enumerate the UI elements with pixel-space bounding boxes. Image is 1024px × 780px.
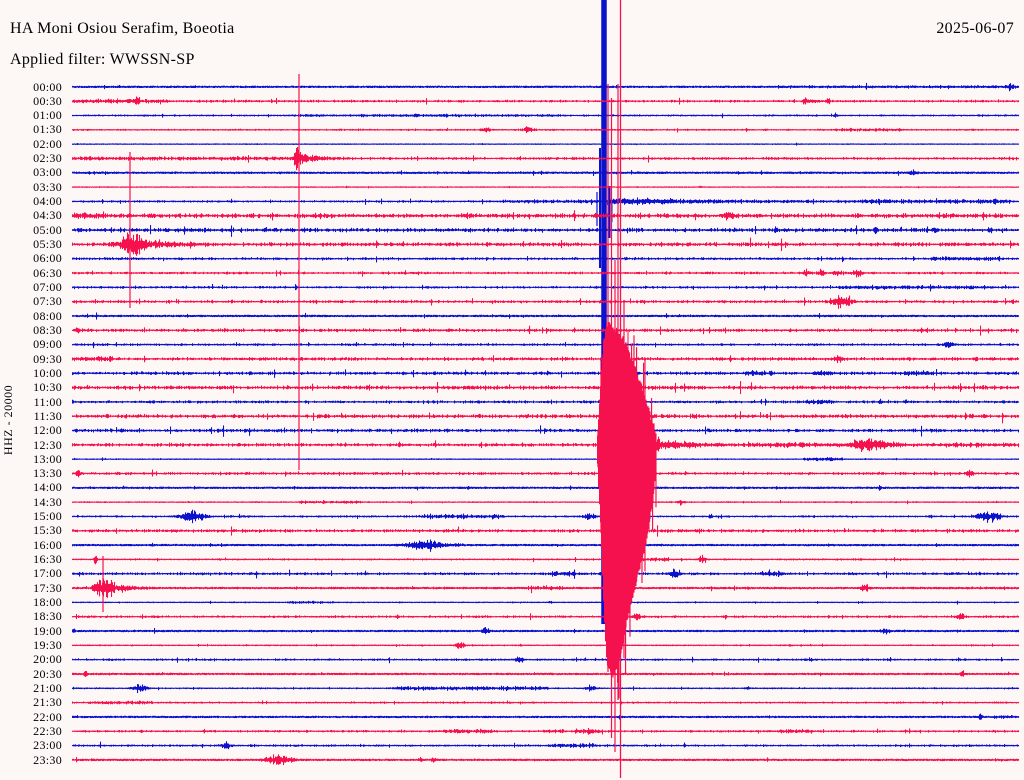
time-label: 06:00 (33, 251, 62, 266)
time-label: 03:00 (33, 165, 62, 180)
time-label: 10:00 (33, 365, 62, 380)
time-label: 21:30 (33, 695, 62, 710)
time-label: 03:30 (33, 179, 62, 194)
time-label: 23:30 (33, 752, 62, 767)
date-label: 2025-06-07 (936, 20, 1014, 37)
time-label: 01:30 (33, 122, 62, 137)
time-label: 19:00 (33, 623, 62, 638)
time-label: 00:00 (33, 79, 62, 94)
time-label: 10:30 (33, 380, 62, 395)
time-label: 22:30 (33, 723, 62, 738)
time-label: 05:00 (33, 222, 62, 237)
time-label: 04:00 (33, 194, 62, 209)
time-label: 22:00 (33, 709, 62, 724)
time-label: 09:00 (33, 337, 62, 352)
time-label: 02:00 (33, 136, 62, 151)
time-label: 17:00 (33, 566, 62, 581)
time-label: 13:30 (33, 466, 62, 481)
time-label: 15:30 (33, 523, 62, 538)
time-label: 05:30 (33, 237, 62, 252)
time-label: 08:30 (33, 322, 62, 337)
time-label: 07:30 (33, 294, 62, 309)
time-label: 23:00 (33, 738, 62, 753)
time-label: 14:30 (33, 494, 62, 509)
time-label: 14:00 (33, 480, 62, 495)
time-label: 04:30 (33, 208, 62, 223)
time-label: 12:00 (33, 423, 62, 438)
station-title: HA Moni Osiou Serafim, Boeotia (10, 20, 235, 37)
time-label: 09:30 (33, 351, 62, 366)
time-label: 06:30 (33, 265, 62, 280)
time-label: 18:30 (33, 609, 62, 624)
time-label: 18:00 (33, 595, 62, 610)
time-label: 02:30 (33, 151, 62, 166)
filter-label: Applied filter: WWSSN-SP (10, 51, 195, 68)
time-label: 21:00 (33, 680, 62, 695)
time-label: 20:30 (33, 666, 62, 681)
time-label: 19:30 (33, 637, 62, 652)
time-label: 11:00 (33, 394, 62, 409)
time-label: 07:00 (33, 279, 62, 294)
time-label: 16:30 (33, 552, 62, 567)
time-label: 20:00 (33, 652, 62, 667)
time-label: 11:30 (33, 408, 62, 423)
time-label: 15:00 (33, 509, 62, 524)
time-label: 01:00 (33, 108, 62, 123)
time-label: 17:30 (33, 580, 62, 595)
time-label: 08:00 (33, 308, 62, 323)
time-label: 13:00 (33, 451, 62, 466)
time-label: 12:30 (33, 437, 62, 452)
time-label: 16:00 (33, 537, 62, 552)
time-label: 00:30 (33, 93, 62, 108)
